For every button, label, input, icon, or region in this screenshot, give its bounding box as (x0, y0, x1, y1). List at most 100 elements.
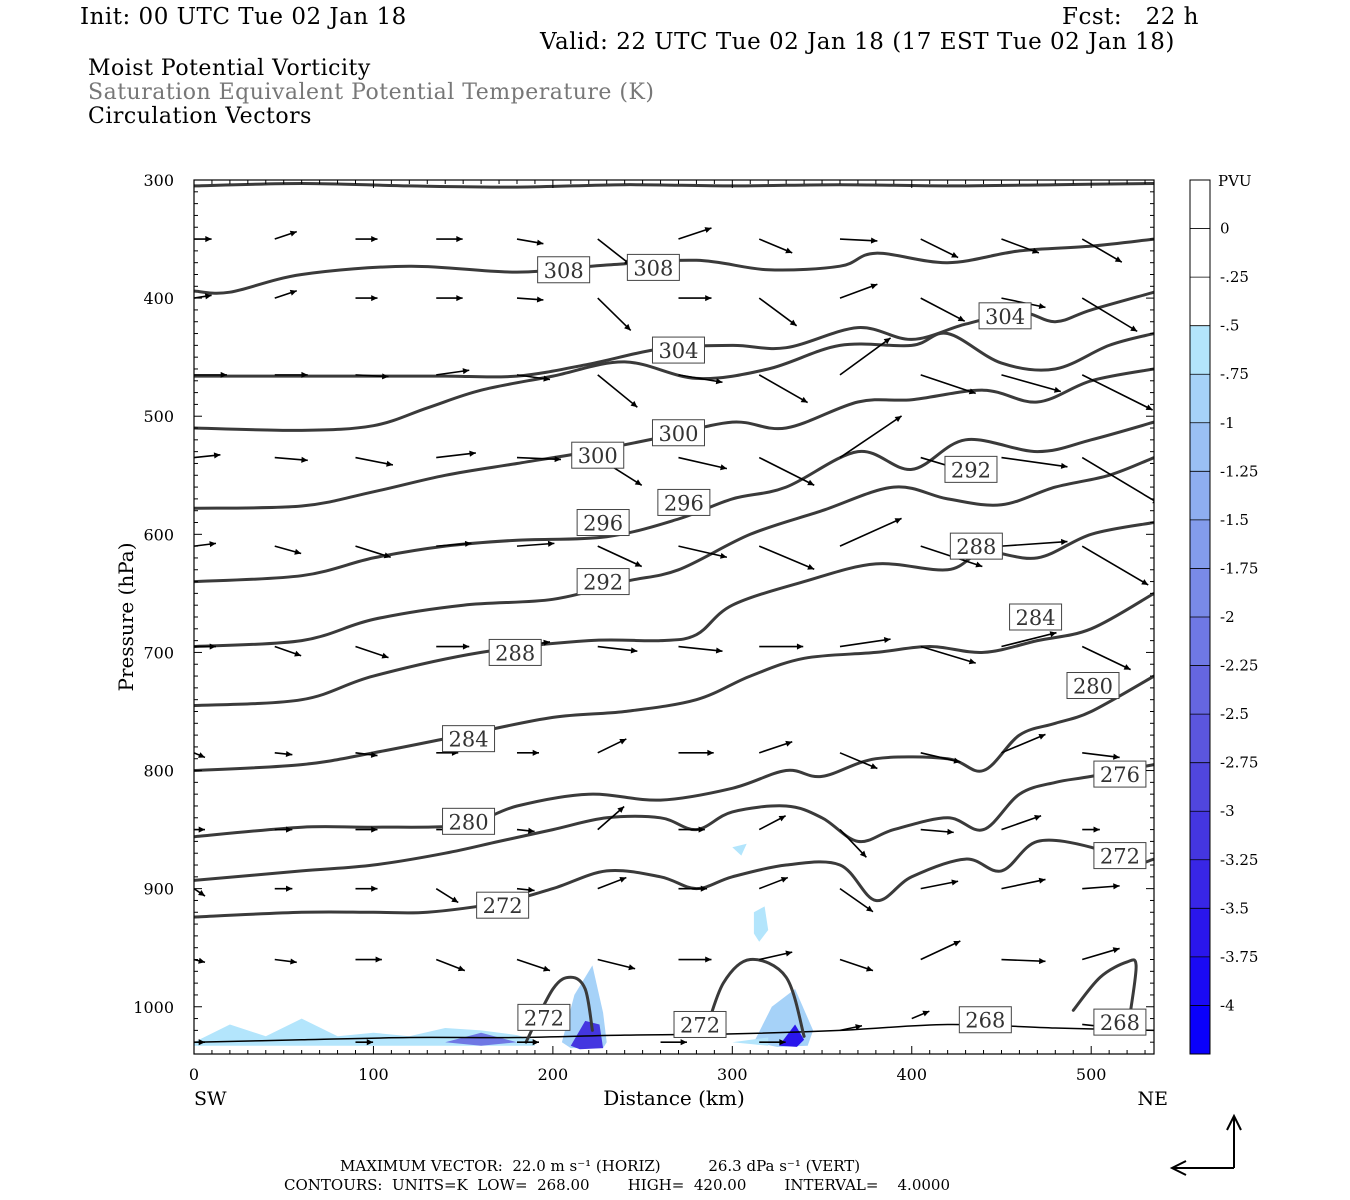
circulation-vector (274, 645, 302, 657)
circulation-vector (1082, 826, 1100, 833)
colorbar-label: -3.25 (1220, 851, 1258, 869)
circulation-vector (1081, 947, 1120, 961)
circulation-vector (678, 826, 705, 833)
circulation-vector (911, 1010, 930, 1020)
contour-label: 292 (944, 455, 998, 483)
svg-text:308: 308 (544, 259, 584, 283)
contour-label: 284 (1009, 603, 1063, 631)
colorbar-swatch (1190, 277, 1210, 326)
contour-label: 300 (651, 419, 705, 447)
colorbar-unit: PVU (1218, 172, 1252, 190)
pv-patch-3 (779, 1024, 805, 1047)
colorbar-swatch (1190, 374, 1210, 423)
contour-label: 272 (1093, 842, 1147, 870)
circulation-vector (678, 885, 708, 892)
contour-label: 288 (949, 532, 1003, 560)
x-tick-label: 300 (717, 1065, 748, 1084)
svg-text:288: 288 (495, 641, 535, 665)
x-tick-label: 0 (189, 1065, 199, 1084)
contour-info: CONTOURS: UNITS=K LOW= 268.00 HIGH= 420.… (284, 1176, 950, 1194)
reference-vector-icon (1169, 1113, 1242, 1176)
contour-272 (194, 763, 1154, 882)
circulation-vector (758, 545, 815, 570)
colorbar-swatch (1190, 665, 1210, 715)
colorbar-swatch (1190, 471, 1210, 520)
circulation-vector (436, 540, 472, 547)
circulation-vector (516, 374, 551, 382)
circulation-vector (758, 815, 787, 831)
circulation-vector (1081, 238, 1123, 263)
contour-closed-2 (1071, 958, 1138, 1012)
circulation-vector (839, 517, 902, 547)
svg-text:304: 304 (658, 339, 698, 363)
contour-label: 280 (442, 807, 496, 835)
contour-label: 308 (626, 253, 680, 281)
circulation-vector (597, 876, 627, 890)
colorbar-label: 0 (1220, 220, 1230, 238)
circulation-vector (920, 238, 959, 259)
svg-text:284: 284 (448, 728, 488, 752)
svg-text:280: 280 (448, 810, 488, 834)
colorbar-swatch (1190, 519, 1210, 569)
circulation-vector (516, 456, 562, 463)
contour-284 (194, 521, 1154, 708)
circulation-vector (839, 237, 878, 244)
circulation-vector (660, 1039, 687, 1046)
circulation-vector (1001, 877, 1046, 890)
circulation-vector (355, 885, 378, 892)
colorbar-label: -1.25 (1220, 462, 1258, 480)
colorbar-label: -2.25 (1220, 657, 1258, 675)
circulation-vector (1001, 814, 1042, 831)
circulation-vector (355, 956, 382, 963)
circulation-vector (1001, 238, 1040, 254)
x-tick-label: 200 (538, 1065, 569, 1084)
circulation-vector (839, 752, 878, 770)
circulation-vector (839, 415, 903, 459)
max-vector-note: MAXIMUM VECTOR: 22.0 m s⁻¹ (HORIZ) 26.3 … (340, 1157, 861, 1175)
pv-patch-6 (732, 1037, 769, 1046)
circulation-vector (274, 371, 308, 378)
circulation-vector (920, 752, 961, 764)
contour-label: 272 (517, 1003, 571, 1031)
colorbar-swatch (1190, 859, 1210, 909)
circulation-vector (274, 826, 293, 833)
circulation-vector (759, 1039, 786, 1046)
svg-text:300: 300 (658, 422, 698, 446)
circulation-vector (355, 751, 378, 758)
colorbar-swatch (1190, 228, 1210, 278)
pv-patch-5 (445, 1032, 517, 1046)
circulation-vector (1001, 733, 1046, 754)
circulation-vector (1001, 631, 1057, 648)
svg-text:268: 268 (1100, 1011, 1140, 1035)
colorbar-label: -1.5 (1220, 511, 1249, 529)
colorbar-label: -2.5 (1220, 705, 1249, 723)
y-tick-label: 300 (143, 171, 174, 190)
circulation-vector (759, 643, 804, 650)
x-tick-label: 500 (1076, 1065, 1107, 1084)
colorbar-label: -2.75 (1220, 754, 1258, 772)
colorbar-label: -1.75 (1220, 559, 1258, 577)
colorbar-label: -3.75 (1220, 948, 1258, 966)
colorbar-swatch (1190, 908, 1210, 957)
field-title-thetae: Saturation Equivalent Potential Temperat… (88, 80, 655, 105)
circulation-vector (194, 752, 206, 759)
pv-patch-8 (732, 843, 747, 856)
circulation-vector (597, 545, 643, 568)
circulation-vector (274, 885, 293, 892)
field-title-mpv: Moist Potential Vorticity (88, 56, 371, 81)
circulation-vector (920, 940, 961, 961)
circulation-vector (597, 645, 638, 654)
circulation-vector (274, 230, 298, 240)
x-end-label-right: NE (1138, 1088, 1169, 1110)
circulation-vector (194, 371, 227, 378)
circulation-vector (355, 295, 378, 302)
svg-text:268: 268 (965, 1009, 1005, 1033)
circulation-vector (194, 957, 206, 964)
y-axis-label: Pressure (hPa) (114, 543, 138, 692)
circulation-vector (678, 645, 723, 654)
contour-label: 304 (978, 302, 1032, 330)
contour-label: 280 (1066, 672, 1120, 700)
contour-label: 296 (576, 509, 630, 537)
circulation-vector (274, 545, 302, 555)
circulation-vector (516, 827, 535, 834)
